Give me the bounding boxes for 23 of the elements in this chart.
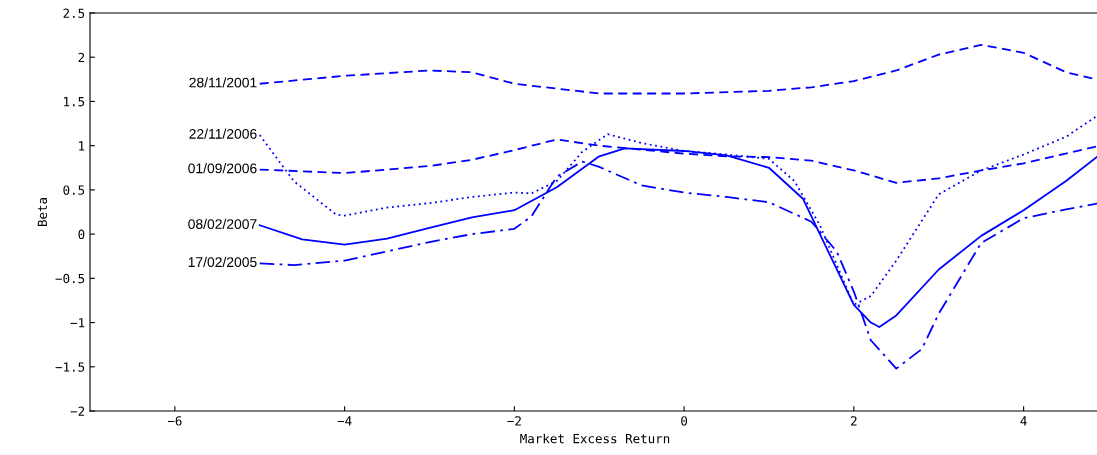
series-label: 17/02/2005 [188,256,257,268]
x-tick-label: 2 [851,416,857,426]
y-tick-label: −2 [70,406,85,416]
x-axis-title: Market Excess Return [520,433,670,444]
y-tick-label: 2 [78,52,85,62]
x-tick-label: 0 [681,416,688,426]
series-label: 28/11/2001 [189,77,257,88]
x-tick-label: −6 [167,416,182,426]
series-label: 01/09/2006 [188,163,257,174]
y-axis-title: Beta [37,198,48,227]
y-tick-label: −1 [70,318,85,328]
y-tick-label: 0.5 [63,185,85,195]
x-tick-label: −4 [337,416,352,426]
x-tick-label: −2 [507,416,521,426]
series-label: 08/02/2007 [188,218,257,229]
y-tick-label: −1.5 [55,362,85,372]
x-tick-label: 4 [1020,416,1027,426]
y-tick-label: 1 [79,141,85,151]
y-tick-label: −0.5 [55,273,85,284]
y-tick-label: 0 [78,229,85,240]
y-tick-label: 2.5 [63,8,85,18]
y-tick-label: 1.5 [64,97,85,107]
series-label: 22/11/2006 [189,128,257,139]
